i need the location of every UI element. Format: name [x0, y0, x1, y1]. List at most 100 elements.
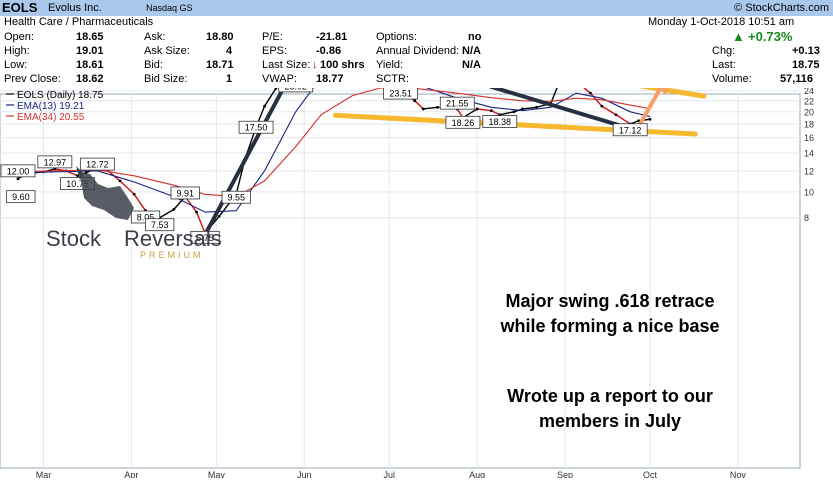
x-tick-label: Aug [469, 470, 485, 478]
price-label: 12.72 [86, 160, 109, 170]
pe-value: -21.81 [316, 31, 347, 43]
price-label: 23.51 [389, 89, 412, 99]
price-segment [160, 209, 174, 217]
y-tick-label: 10 [804, 187, 814, 197]
x-tick-label: Mar [36, 470, 52, 478]
yield-value: N/A [462, 59, 481, 71]
exchange-name: Nasdaq GS [146, 3, 193, 13]
x-tick-label: Apr [124, 470, 138, 478]
y-tick-label: 12 [804, 166, 814, 176]
last-value: 18.75 [792, 59, 820, 71]
quote-panel: Health Care / Pharmaceuticals Monday 1-O… [0, 16, 833, 86]
price-segment [491, 111, 500, 115]
price-label: 12.97 [44, 157, 67, 167]
vwap-value: 18.77 [316, 73, 344, 85]
y-tick-label: 8 [804, 213, 809, 223]
price-point [589, 92, 592, 95]
x-tick-label: May [208, 470, 226, 478]
ticker-symbol: EOLS [2, 0, 37, 15]
price-point [513, 110, 516, 113]
price-point [133, 193, 136, 196]
logo-word-stock: Stock [46, 226, 102, 251]
y-tick-label: 18 [804, 119, 814, 129]
x-tick-label: Jul [384, 470, 396, 478]
dividend-label: Annual Dividend: [376, 45, 459, 57]
x-tick-label: Nov [730, 470, 747, 478]
price-point [521, 108, 524, 111]
price-point [615, 113, 618, 116]
price-label: 9.91 [176, 188, 194, 198]
price-point [172, 208, 175, 211]
price-point [263, 105, 266, 108]
prev-close-value: 18.62 [76, 73, 104, 85]
volume-value: 57,116 [780, 73, 813, 85]
sctr-label: SCTR: [376, 73, 409, 85]
price-point [422, 108, 425, 111]
sector-label: Health Care / Pharmaceuticals [4, 16, 153, 28]
annotation-report-line2: members in July [539, 411, 681, 431]
y-tick-label: 22 [804, 96, 814, 106]
dividend-value: N/A [462, 45, 481, 57]
low-label: Low: [4, 59, 27, 71]
high-value: 19.01 [76, 45, 104, 57]
last-size-value: 100 shrs [320, 59, 365, 71]
price-point [413, 99, 416, 102]
yield-label: Yield: [376, 59, 403, 71]
price-point [535, 106, 538, 109]
last-label: Last: [712, 59, 736, 71]
bid-label: Bid: [144, 59, 163, 71]
up-arrow-icon: ▲ [732, 29, 745, 44]
ask-label: Ask: [144, 31, 165, 43]
change-percent: +0.73% [748, 29, 792, 44]
prev-close-label: Prev Close: [4, 73, 61, 85]
price-label: 17.50 [245, 123, 268, 133]
price-segment [423, 107, 437, 109]
price-label: 25.02 [284, 88, 307, 91]
price-point [17, 177, 20, 180]
company-name: Evolus Inc. [48, 2, 102, 14]
down-arrow-icon: ↓ [312, 59, 318, 71]
vwap-label: VWAP: [262, 73, 297, 85]
x-tick-label: Jun [297, 470, 312, 478]
high-label: High: [4, 45, 30, 57]
x-tick-label: Oct [643, 470, 658, 478]
change-value: +0.13 [792, 45, 820, 57]
pe-label: P/E: [262, 31, 283, 43]
annotation-swing-line1: Major swing .618 retrace [505, 291, 714, 311]
price-label: 9.55 [227, 193, 245, 203]
price-label: 12.00 [7, 166, 30, 176]
quote-datetime: Monday 1-Oct-2018 10:51 am [648, 16, 794, 28]
chart-area: 810121416182022242628303234363840 MarApr… [0, 88, 833, 478]
low-value: 18.61 [76, 59, 104, 71]
ask-size-label: Ask Size: [144, 45, 190, 57]
open-label: Open: [4, 31, 34, 43]
legend: EOLS (Daily) 18.75 EMA(13) 19.21 EMA(34)… [6, 90, 104, 123]
y-tick-label: 14 [804, 149, 814, 159]
price-point [195, 211, 198, 214]
price-point [490, 109, 493, 112]
logo-word-reversals: Reversals [124, 226, 222, 251]
price-label: 18.38 [489, 117, 512, 127]
y-tick-label: 20 [804, 107, 814, 117]
price-point [649, 118, 652, 121]
open-value: 18.65 [76, 31, 104, 43]
y-tick-label: 24 [804, 88, 814, 96]
annotation-report-line1: Wrote up a report to our [507, 386, 713, 406]
price-label: 9.60 [12, 192, 30, 202]
options-value: no [468, 31, 481, 43]
price-segment [602, 106, 616, 115]
price-point [218, 215, 221, 218]
price-point [600, 105, 603, 108]
title-bar: EOLS Evolus Inc. Nasdaq GS © StockCharts… [0, 0, 833, 16]
price-segment [477, 109, 491, 111]
annotation-text: Major swing .618 retrace while forming a… [499, 291, 719, 431]
logo-premium: PREMIUM [140, 250, 204, 260]
brand-label[interactable]: © StockCharts.com [734, 2, 829, 14]
annotation-swing-line2: while forming a nice base [499, 316, 719, 336]
price-point [76, 174, 79, 177]
price-chart: 810121416182022242628303234363840 MarApr… [0, 88, 833, 478]
price-point [436, 106, 439, 109]
price-label: 21.55 [446, 99, 469, 109]
volume-label: Volume: [712, 73, 752, 85]
